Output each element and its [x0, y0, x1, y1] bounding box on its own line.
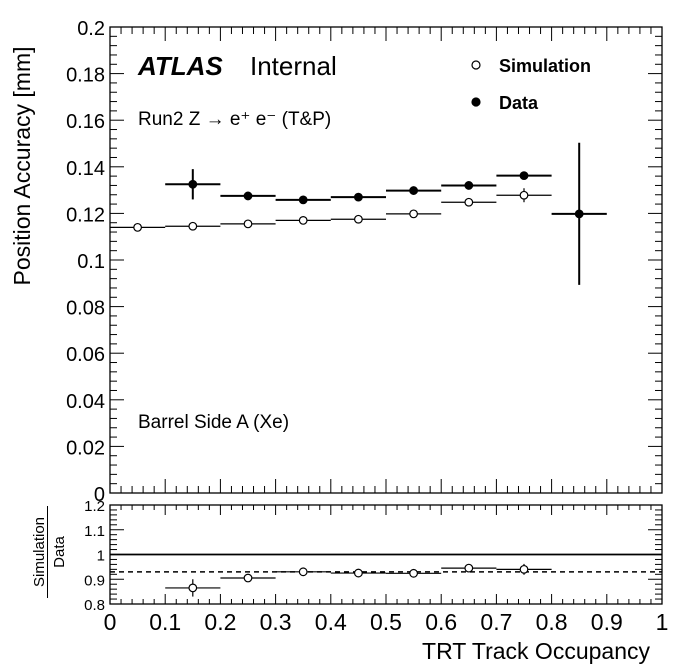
simulation-point: [354, 214, 363, 224]
y-tick-label: 0.1: [77, 251, 105, 273]
x-tick-label: 0.7: [480, 609, 512, 635]
y-tick-label: 0.04: [66, 391, 105, 413]
internal-label: Internal: [250, 51, 337, 81]
ratio-y-axis-label: Simulation Data: [31, 506, 68, 598]
data-point: [519, 171, 529, 181]
x-tick-label: 0.6: [425, 609, 457, 635]
ratio-point: [464, 563, 474, 573]
x-tick-label: 0.2: [204, 609, 236, 635]
x-tick-label: 0.5: [370, 609, 402, 635]
ratio-y-tick-label: 1.1: [84, 523, 105, 540]
main-y-axis-label: Position Accuracy [mm]: [9, 46, 35, 285]
x-tick-label: 0: [104, 609, 117, 635]
simulation-point: [464, 197, 474, 207]
x-tick-label: 0.1: [149, 609, 181, 635]
simulation-point: [133, 222, 143, 232]
ratio-y-tick-label: 0.9: [84, 572, 105, 589]
x-tick-label: 1: [656, 609, 669, 635]
ratio-point: [519, 564, 529, 574]
ratio-point: [188, 583, 198, 593]
legend-label-simulation: Simulation: [499, 56, 591, 76]
data-point: [243, 191, 253, 201]
y-tick-label: 0: [94, 484, 105, 506]
ratio-y-label-numerator: Simulation: [31, 517, 48, 587]
simulation-point: [188, 221, 198, 231]
y-tick-label: 0.06: [66, 344, 105, 366]
main-axis-ticks: 0 0.02 0.04 0.06 0.08 0.1 0.12 0.14 0.16 0.18 0.2: [66, 18, 663, 506]
region-label: Barrel Side A (Xe): [138, 412, 289, 433]
y-tick-label: 0.08: [66, 298, 105, 320]
ratio-plot-area: [110, 553, 662, 597]
y-tick-label: 0.12: [66, 204, 105, 226]
ratio-point: [409, 568, 419, 578]
ratio-point: [243, 573, 253, 583]
ratio-point: [354, 568, 363, 578]
data-point: [354, 192, 363, 202]
ratio-y-label-denominator: Data: [51, 536, 68, 568]
x-tick-label: 0.8: [536, 609, 568, 635]
simulation-point: [243, 219, 253, 229]
simulation-point: [298, 215, 308, 225]
main-plot-area: [110, 142, 607, 285]
legend-marker-simulation: [471, 60, 481, 70]
x-tick-label: 0.9: [591, 609, 623, 635]
ratio-y-tick-label: 1.2: [84, 498, 105, 515]
legend: Simulation Data: [471, 56, 591, 113]
y-tick-label: 0.02: [66, 437, 105, 459]
y-tick-label: 0.18: [66, 65, 105, 87]
x-tick-label: 0.4: [315, 609, 347, 635]
legend-label-data: Data: [499, 93, 539, 113]
y-tick-label: 0.16: [66, 111, 105, 133]
y-tick-label: 0.2: [77, 18, 105, 40]
data-point: [574, 209, 584, 219]
data-point: [188, 179, 198, 189]
ratio-axis-ticks: 0.8 0.9 1 1.1 1.2 0 0.1 0.2 0.3 0.4 0.5 0.6 0.7 0.8 0.…: [84, 498, 668, 635]
process-label: Run2 Z → e⁺ e⁻ (T&P): [138, 109, 331, 130]
ratio-y-tick-label: 1: [97, 548, 105, 565]
x-tick-label: 0.3: [260, 609, 292, 635]
atlas-label: ATLAS: [137, 51, 223, 81]
legend-marker-data: [471, 97, 481, 107]
simulation-point: [519, 190, 529, 200]
data-point: [409, 186, 419, 195]
simulation-point: [409, 209, 419, 219]
x-axis-label: TRT Track Occupancy: [422, 638, 650, 664]
data-point: [464, 181, 474, 190]
data-point: [298, 195, 308, 205]
ratio-y-tick-label: 0.8: [84, 597, 105, 614]
y-tick-label: 0.14: [66, 158, 105, 180]
ratio-point: [298, 567, 308, 577]
